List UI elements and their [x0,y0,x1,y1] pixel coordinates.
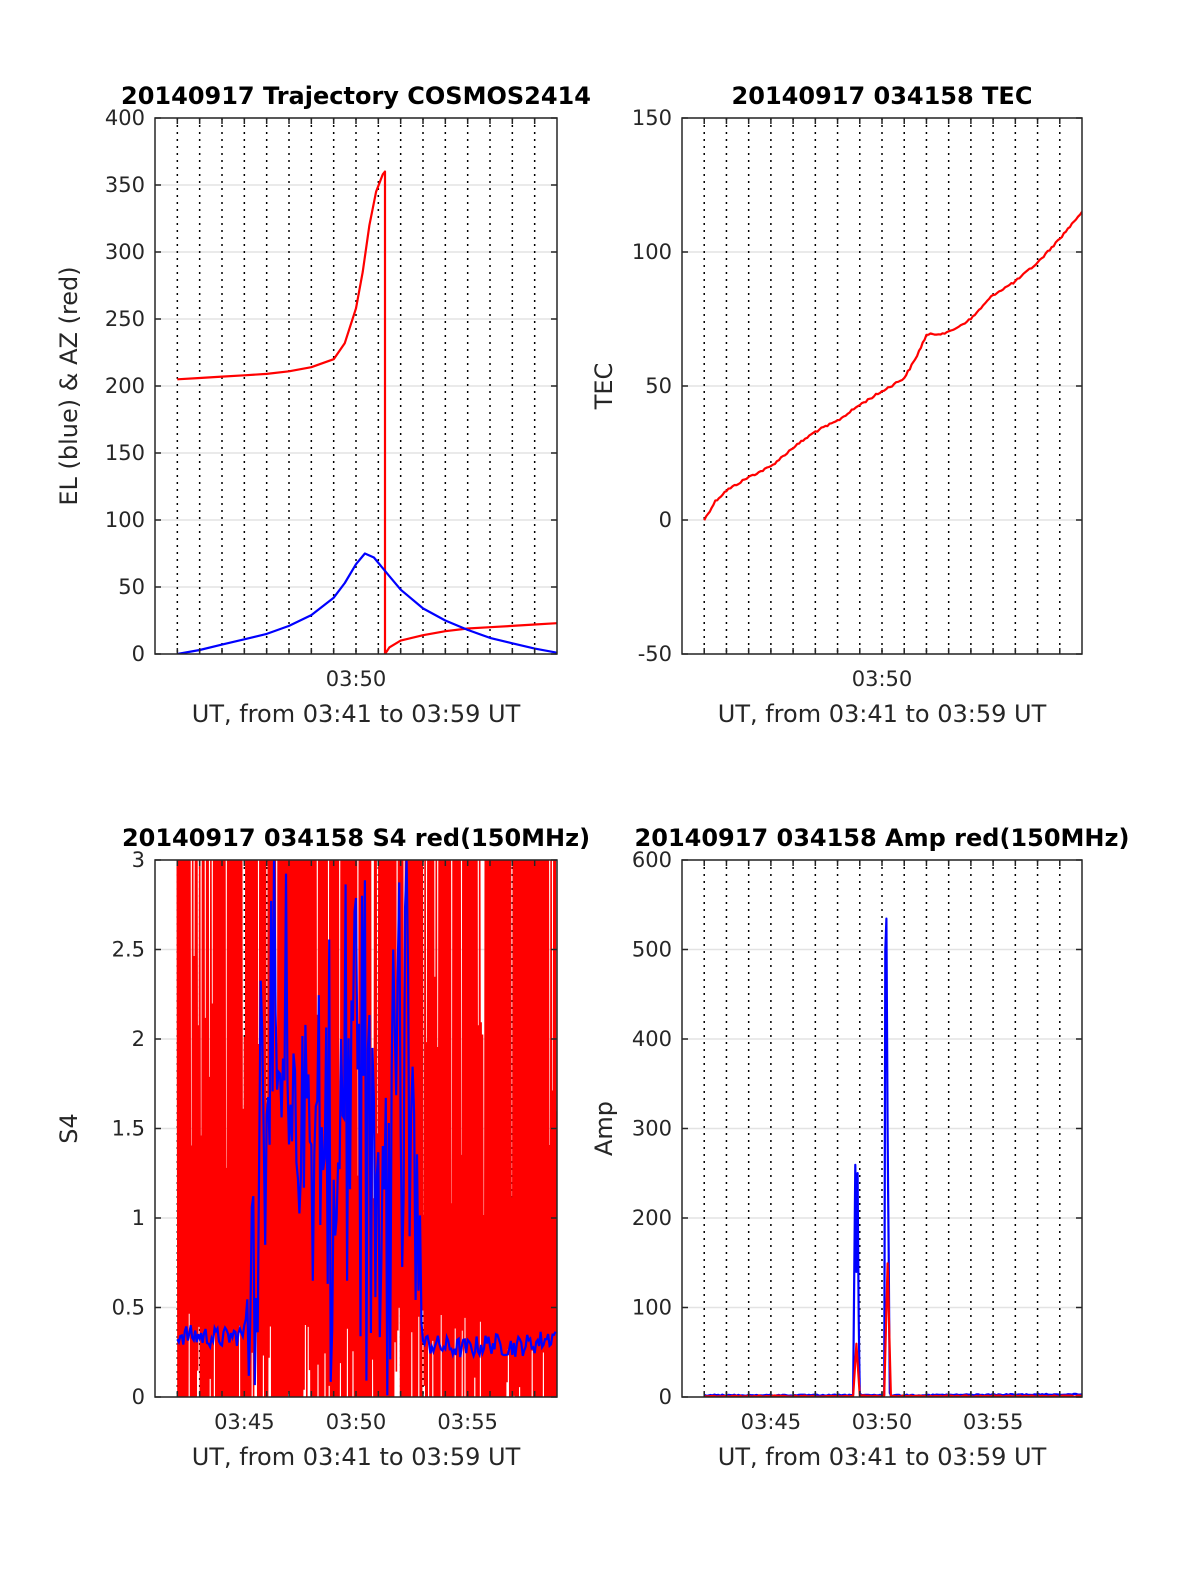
s4-x-axis-label: UT, from 03:41 to 03:59 UT [192,1443,521,1471]
x-tick-label: 03:50 [852,667,913,691]
y-tick-label: 0 [132,642,145,666]
tec-x-axis-label: UT, from 03:41 to 03:59 UT [718,700,1047,728]
y-tick-label: 150 [105,441,145,465]
s4-chart: 0 0.5 1 1.5 2 2.5 3 03:45 03:50 03:55 20140917 034… [55,824,590,1471]
y-tick-label: 1.5 [112,1117,145,1141]
y-tick-label: 600 [632,848,672,872]
amp-x-axis-label: UT, from 03:41 to 03:59 UT [718,1443,1047,1471]
y-tick-label: 50 [118,575,145,599]
tec-title: 20140917 034158 TEC [732,82,1033,110]
y-tick-label: 500 [632,938,672,962]
x-tick-label: 03:55 [437,1410,498,1434]
tec-y-axis-label: TEC [590,363,618,411]
y-tick-label: 100 [632,240,672,264]
y-tick-label: 100 [632,1296,672,1320]
y-tick-label: 400 [632,1027,672,1051]
trajectory-y-axis-label: EL (blue) & AZ (red) [55,266,83,505]
y-tick-label: 50 [645,374,672,398]
x-tick-label: 03:45 [741,1410,802,1434]
y-tick-label: 3 [132,848,145,872]
y-tick-label: 400 [105,106,145,130]
amp-series-1 [704,1262,1082,1397]
y-tick-label: 2.5 [112,938,145,962]
y-tick-label: 150 [632,106,672,130]
x-tick-label: 03:50 [326,667,387,691]
amp-chart: 0 100 200 300 400 500 600 03:45 03:50 03:55 201409… [590,824,1129,1471]
trajectory-title: 20140917 Trajectory COSMOS2414 [121,82,591,110]
amp-title: 20140917 034158 Amp red(150MHz) [635,824,1130,852]
x-tick-label: 03:50 [852,1410,913,1434]
y-tick-label: 200 [632,1206,672,1230]
y-tick-label: 300 [632,1117,672,1141]
x-tick-label: 03:50 [326,1410,387,1434]
trajectory-chart: 0 50 100 150 200 250 300 350 400 03:50 20140917 Tr… [55,82,591,728]
s4-title: 20140917 034158 S4 red(150MHz) [122,824,590,852]
trajectory-series-1 [177,552,557,654]
s4-series-1 [176,860,557,1396]
x-tick-label: 03:45 [214,1410,275,1434]
y-tick-label: 300 [105,240,145,264]
y-tick-label: 1 [132,1206,145,1230]
amp-y-axis-label: Amp [590,1101,618,1156]
y-tick-label: 0.5 [112,1296,145,1320]
y-tick-label: 250 [105,307,145,331]
y-tick-label: 100 [105,508,145,532]
trajectory-x-axis-label: UT, from 03:41 to 03:59 UT [192,700,521,728]
y-tick-label: 0 [132,1385,145,1409]
y-tick-label: 2 [132,1027,145,1051]
x-tick-label: 03:55 [963,1410,1024,1434]
y-tick-label: 350 [105,173,145,197]
y-tick-label: 200 [105,374,145,398]
s4-y-axis-label: S4 [55,1113,83,1144]
y-tick-label: 0 [659,508,672,532]
tec-chart: -50 0 50 100 150 03:50 20140917 034158 TEC UT, … [590,82,1083,728]
y-tick-label: -50 [638,642,672,666]
trajectory-series-0 [177,170,557,654]
tec-series-0 [703,211,1082,521]
y-tick-label: 0 [659,1385,672,1409]
